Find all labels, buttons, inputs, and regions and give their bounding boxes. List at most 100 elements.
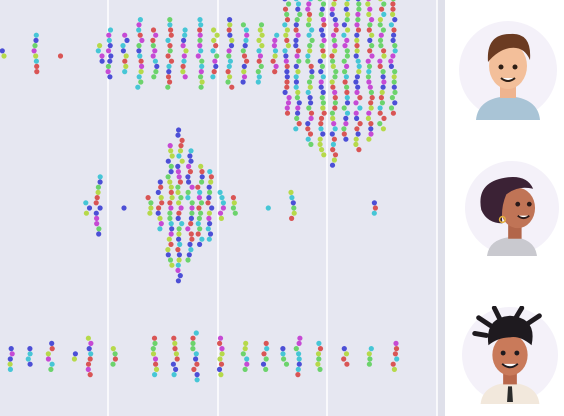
data-point <box>158 221 164 227</box>
data-point <box>219 346 225 352</box>
data-point <box>377 105 383 111</box>
data-point <box>169 195 175 201</box>
data-point <box>367 84 373 90</box>
data-point <box>147 210 153 216</box>
data-point <box>264 346 270 352</box>
data-point <box>148 205 154 211</box>
data-point <box>367 22 373 28</box>
data-point <box>138 58 144 64</box>
data-point <box>166 69 172 75</box>
data-point <box>33 32 39 38</box>
data-point <box>150 27 157 33</box>
data-point <box>368 126 374 132</box>
data-point <box>366 351 372 357</box>
data-point <box>284 69 290 75</box>
data-point <box>353 79 359 85</box>
data-point <box>321 37 327 44</box>
data-point <box>344 17 350 23</box>
data-point <box>392 351 398 357</box>
data-point <box>177 241 183 247</box>
data-point <box>207 189 213 195</box>
data-point <box>391 27 397 33</box>
data-point <box>174 356 180 362</box>
data-point <box>273 63 279 69</box>
data-point <box>153 32 159 38</box>
data-point <box>168 189 174 195</box>
data-point <box>57 53 64 59</box>
data-point <box>205 226 211 232</box>
data-point <box>307 95 313 101</box>
data-point <box>96 231 102 237</box>
data-point <box>178 205 184 211</box>
data-point <box>165 53 171 59</box>
data-point <box>366 79 372 85</box>
data-point <box>209 205 215 211</box>
data-point <box>319 63 325 69</box>
data-point <box>88 351 94 357</box>
data-point <box>388 63 394 69</box>
data-point <box>317 136 323 142</box>
data-point <box>294 53 300 59</box>
data-point <box>341 131 347 137</box>
data-point <box>333 69 339 75</box>
data-point <box>306 17 312 23</box>
data-point <box>295 110 301 116</box>
data-point <box>293 74 299 80</box>
data-point <box>94 215 100 221</box>
data-point <box>255 69 261 75</box>
data-point <box>176 252 182 258</box>
data-point <box>167 210 173 216</box>
data-point <box>286 95 292 101</box>
data-point <box>380 74 386 80</box>
data-point <box>187 169 193 175</box>
data-point <box>198 200 205 206</box>
data-point <box>31 48 37 54</box>
data-point <box>283 32 289 38</box>
data-point <box>106 32 112 38</box>
data-point <box>167 143 173 149</box>
data-point <box>176 257 182 263</box>
data-point <box>344 53 350 59</box>
data-point <box>175 132 181 138</box>
data-point <box>372 205 378 211</box>
data-point <box>167 22 173 28</box>
data-point <box>243 37 249 44</box>
data-point <box>380 27 386 33</box>
data-point <box>332 17 338 23</box>
data-point <box>152 356 159 362</box>
data-point <box>366 136 372 142</box>
data-point <box>343 74 349 80</box>
data-point <box>34 63 40 69</box>
data-point <box>344 95 350 101</box>
data-point <box>9 351 15 357</box>
data-point <box>71 356 77 362</box>
data-point <box>197 226 203 232</box>
data-point <box>157 179 163 185</box>
data-point <box>175 278 181 284</box>
data-point <box>381 11 387 17</box>
data-point <box>242 346 248 352</box>
data-point <box>173 351 179 357</box>
data-point <box>293 346 299 352</box>
data-point <box>197 189 203 195</box>
data-point <box>168 205 174 211</box>
woman-curly-hair-avatar-icon <box>464 160 560 256</box>
data-point <box>187 241 193 247</box>
data-point <box>354 89 360 95</box>
data-point <box>218 361 225 367</box>
data-point <box>165 37 171 44</box>
data-point <box>189 184 195 190</box>
data-point <box>341 105 347 111</box>
data-point <box>366 11 372 17</box>
data-point <box>390 37 396 44</box>
data-point <box>199 79 205 85</box>
data-point <box>308 115 314 121</box>
data-point <box>137 53 143 59</box>
data-point <box>0 48 5 54</box>
data-point <box>377 17 383 23</box>
data-point <box>195 53 201 59</box>
data-point <box>317 141 323 147</box>
data-point <box>341 356 347 362</box>
data-point <box>175 267 181 273</box>
data-point <box>197 37 203 44</box>
